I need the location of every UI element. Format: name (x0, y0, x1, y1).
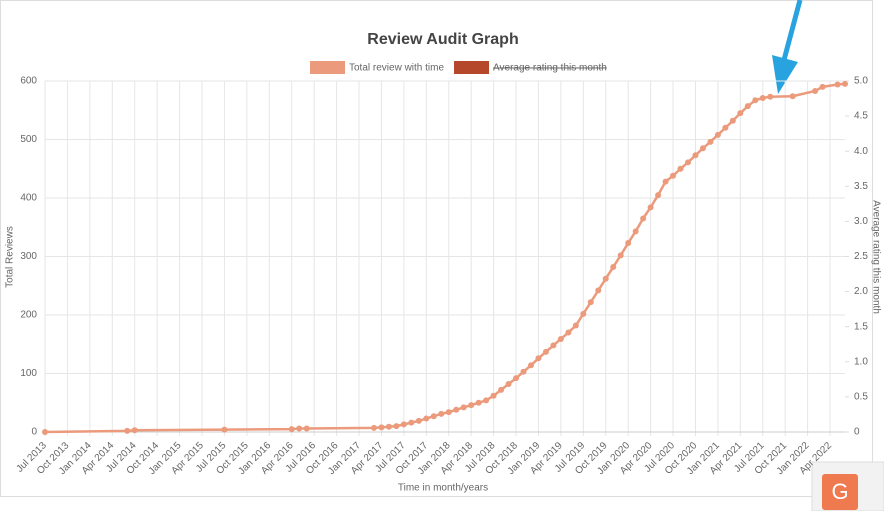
point (699, 145, 706, 152)
point (572, 322, 579, 329)
x-axis-label: Time in month/years (398, 483, 488, 494)
point (640, 215, 647, 222)
point (42, 429, 48, 435)
y2-tick-label: 1.0 (854, 356, 868, 367)
point (602, 275, 609, 282)
point (737, 110, 744, 117)
y-tick-label: 100 (20, 368, 37, 379)
point (415, 417, 422, 424)
point (662, 178, 669, 185)
point (124, 427, 131, 434)
point (587, 299, 594, 306)
badge[interactable]: G (811, 461, 884, 511)
y-axis-label: Total Reviews (5, 226, 16, 288)
point (288, 426, 295, 433)
point (722, 124, 729, 131)
point (505, 381, 512, 388)
point (789, 93, 796, 100)
point (684, 159, 691, 166)
point (520, 368, 527, 375)
point (438, 410, 445, 417)
point (617, 252, 624, 259)
card (0, 0, 873, 497)
y2-tick-label: 1.5 (854, 321, 868, 332)
y2-tick-label: 3.5 (854, 181, 868, 192)
point (550, 342, 557, 349)
y2-axis-label: Average rating this month (870, 200, 881, 314)
point (423, 415, 430, 422)
point (221, 426, 228, 433)
point (692, 152, 699, 159)
point (632, 228, 639, 235)
y-tick-label: 200 (20, 310, 37, 321)
point (385, 423, 392, 430)
y-tick-label: 300 (20, 251, 37, 262)
y2-tick-label: 0 (854, 427, 860, 438)
point (759, 94, 766, 101)
point (542, 348, 549, 355)
point (445, 409, 452, 416)
y2-tick-label: 0.5 (854, 392, 868, 403)
point (744, 103, 751, 110)
point (834, 81, 841, 88)
point (714, 131, 721, 138)
point (610, 264, 617, 271)
y-tick-label: 600 (20, 76, 37, 87)
point (460, 404, 467, 411)
point (393, 423, 400, 430)
y2-tick-label: 2.5 (854, 251, 868, 262)
point (296, 425, 303, 432)
point (453, 406, 460, 413)
point (677, 165, 684, 172)
point (535, 355, 542, 362)
legend-swatch (454, 61, 490, 74)
point (400, 421, 407, 428)
point (370, 424, 377, 431)
point (408, 419, 415, 426)
y-tick-label: 500 (20, 134, 37, 145)
point (580, 310, 587, 317)
blue-arrow (772, 0, 803, 94)
point (378, 424, 385, 431)
y-tick-label: 400 (20, 193, 37, 204)
point (729, 117, 736, 124)
point (647, 204, 654, 211)
point (812, 87, 819, 94)
point (468, 402, 475, 409)
y2-tick-label: 2.0 (854, 286, 868, 297)
point (430, 413, 437, 420)
point (565, 329, 572, 336)
point (670, 172, 677, 179)
y2-tick-label: 3.0 (854, 216, 868, 227)
y2-tick-label: 5.0 (854, 76, 868, 87)
point (303, 425, 310, 432)
point (767, 93, 774, 100)
y2-tick-label: 4.5 (854, 111, 868, 122)
point (557, 335, 564, 342)
point (819, 83, 826, 90)
point (707, 138, 714, 145)
y2-tick-label: 4.0 (854, 146, 868, 157)
point (752, 97, 759, 104)
point (655, 192, 662, 199)
point (513, 375, 520, 382)
point (842, 80, 848, 87)
y-tick-label: 0 (31, 427, 37, 438)
chart-title: Review Audit Graph (367, 31, 518, 48)
point (498, 386, 505, 393)
point (527, 362, 534, 369)
point (131, 427, 138, 434)
point (595, 287, 602, 294)
badge-text: G (831, 479, 848, 504)
legend-swatch (310, 61, 345, 74)
point (625, 240, 632, 247)
legend-label: Average rating this month (493, 63, 607, 74)
point (483, 397, 490, 404)
point (475, 399, 482, 406)
point (490, 392, 497, 399)
legend-label: Total review with time (349, 63, 444, 74)
